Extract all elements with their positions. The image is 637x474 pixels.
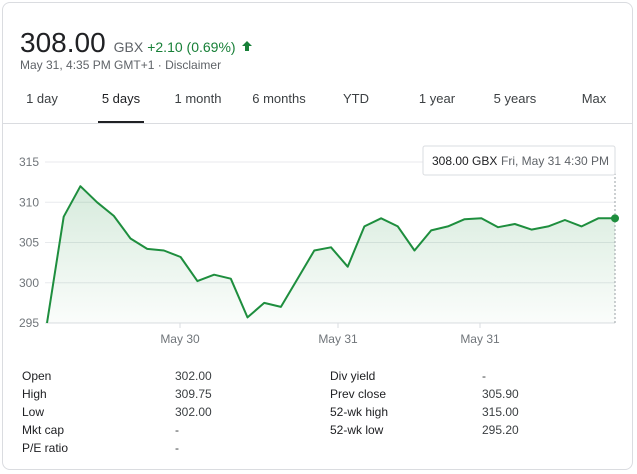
price-chart[interactable]: 315 310 305 300 295 May 30 May 31 May 31 308.00 … bbox=[3, 143, 632, 353]
range-tabs: 1 day 5 days 1 month 6 months YTD 1 year… bbox=[3, 83, 632, 124]
hover-dot bbox=[611, 214, 619, 223]
tab-6-months[interactable]: 6 months bbox=[246, 83, 312, 123]
tab-label: 6 months bbox=[252, 91, 306, 106]
stat-prev-close-label: Prev close bbox=[330, 387, 387, 401]
stat-mkt-cap-value: - bbox=[175, 423, 179, 437]
stat-pe-ratio-value: - bbox=[175, 441, 179, 455]
tooltip-time: Fri, May 31 4:30 PM bbox=[501, 154, 609, 168]
stat-52wk-high-value: 315.00 bbox=[482, 405, 519, 419]
tab-1-day[interactable]: 1 day bbox=[18, 83, 66, 123]
arrow-up-icon bbox=[241, 41, 252, 51]
tab-5-days[interactable]: 5 days bbox=[98, 83, 144, 123]
currency-label: GBX bbox=[113, 39, 144, 55]
tab-label: Max bbox=[581, 91, 607, 106]
tab-label: 5 days bbox=[101, 91, 141, 106]
y-tick-label: 300 bbox=[19, 276, 39, 290]
price-row: 308.00 GBX +2.10 (0.69%) bbox=[20, 27, 253, 59]
tab-label: YTD bbox=[343, 91, 369, 106]
stat-div-yield-value: - bbox=[482, 369, 486, 383]
stat-low-value: 302.00 bbox=[175, 405, 212, 419]
tab-ytd[interactable]: YTD bbox=[336, 83, 376, 123]
stat-open-label: Open bbox=[22, 369, 52, 383]
tab-label: 1 day bbox=[26, 91, 58, 106]
stat-mkt-cap-label: Mkt cap bbox=[22, 423, 65, 437]
x-tick-label: May 30 bbox=[160, 332, 200, 346]
x-tick-label: May 31 bbox=[318, 332, 358, 346]
stat-pe-ratio-label: P/E ratio bbox=[22, 441, 69, 455]
tab-max[interactable]: Max bbox=[575, 83, 613, 123]
stat-div-yield-label: Div yield bbox=[330, 369, 376, 383]
stat-52wk-low-value: 295.20 bbox=[482, 423, 519, 437]
stat-high-label: High bbox=[22, 387, 47, 401]
stat-52wk-high-label: 52-wk high bbox=[330, 405, 389, 419]
y-tick-label: 310 bbox=[19, 195, 39, 209]
separator: · bbox=[154, 58, 166, 72]
stat-prev-close-value: 305.90 bbox=[482, 387, 519, 401]
tooltip-box bbox=[422, 145, 616, 176]
tab-label: 1 month bbox=[174, 91, 222, 106]
tab-label: 1 year bbox=[418, 91, 456, 106]
tab-5-years[interactable]: 5 years bbox=[489, 83, 541, 123]
current-price: 308.00 bbox=[20, 27, 106, 58]
x-tick-label: May 31 bbox=[460, 332, 500, 346]
stat-52wk-low-label: 52-wk low bbox=[330, 423, 384, 437]
stat-high-value: 309.75 bbox=[175, 387, 212, 401]
stat-open-value: 302.00 bbox=[175, 369, 212, 383]
y-tick-label: 295 bbox=[19, 316, 39, 330]
price-change: +2.10 (0.69%) bbox=[147, 39, 236, 55]
y-tick-label: 315 bbox=[19, 155, 39, 169]
quote-timestamp: May 31, 4:35 PM GMT+1 bbox=[20, 58, 155, 72]
tab-1-year[interactable]: 1 year bbox=[413, 83, 461, 123]
disclaimer-link[interactable]: Disclaimer bbox=[165, 58, 222, 72]
tab-label: 5 years bbox=[493, 91, 537, 106]
y-tick-label: 305 bbox=[19, 236, 39, 250]
chart-tooltip: 308.00 GBX Fri, May 31 4:30 PM bbox=[422, 145, 616, 176]
stock-quote-card: 308.00 GBX +2.10 (0.69%) May 31, 4:35 PM… bbox=[2, 2, 633, 470]
series-area bbox=[47, 186, 615, 323]
quote-subtitle: May 31, 4:35 PM GMT+1 · Disclaimer bbox=[20, 58, 221, 72]
tab-1-month[interactable]: 1 month bbox=[168, 83, 228, 123]
stat-low-label: Low bbox=[22, 405, 45, 419]
tooltip-price: 308.00 GBX bbox=[432, 154, 497, 168]
